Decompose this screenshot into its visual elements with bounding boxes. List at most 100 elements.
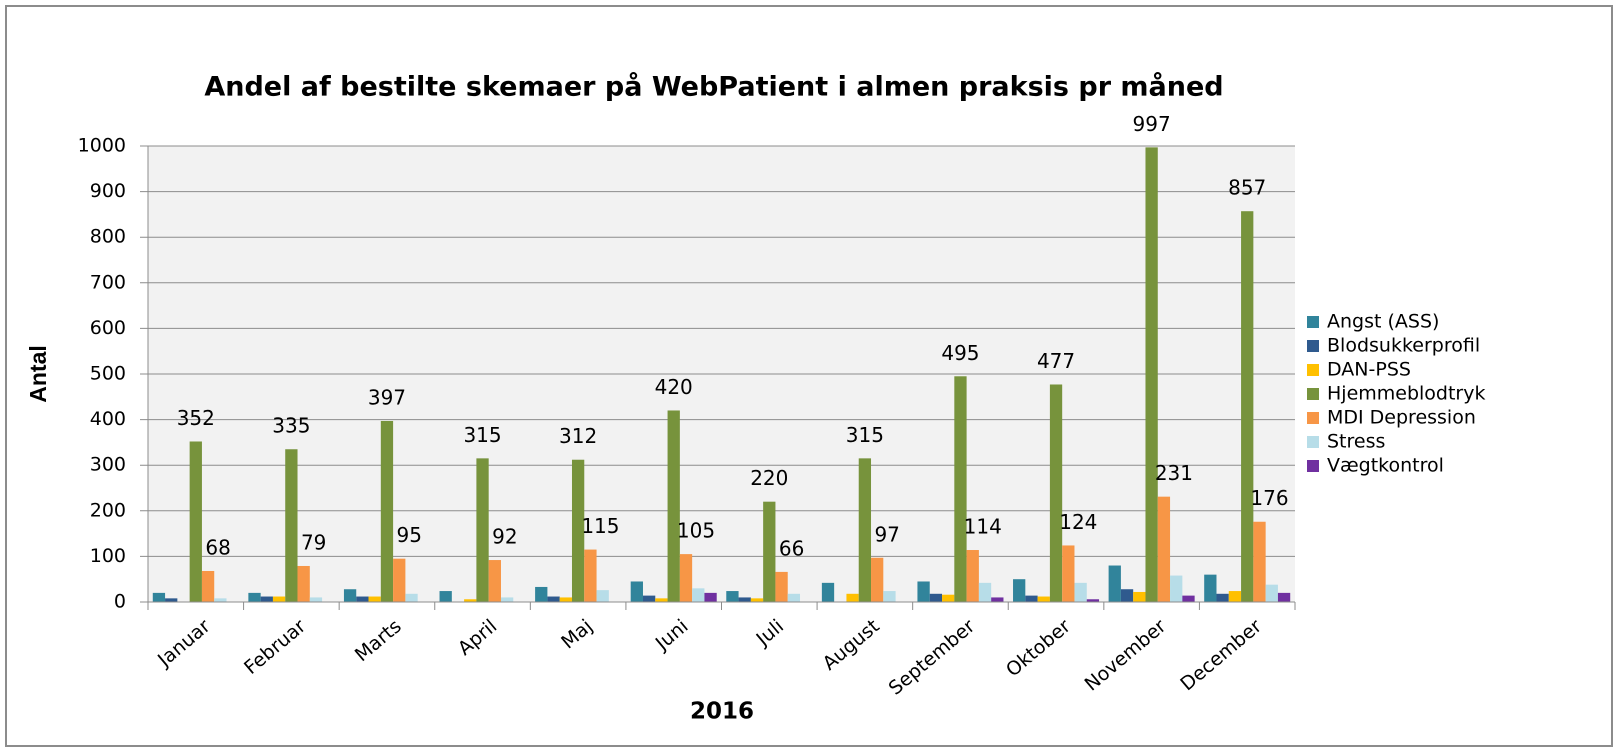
bar xyxy=(1108,565,1121,602)
bar xyxy=(630,581,643,602)
bar xyxy=(285,449,298,602)
bar xyxy=(954,376,967,602)
bar xyxy=(883,591,896,602)
bar xyxy=(775,571,788,602)
data-label: 857 xyxy=(1228,176,1266,200)
legend-label: Hjemmeblodtryk xyxy=(1327,383,1486,405)
legend-label: Angst (ASS) xyxy=(1327,311,1439,333)
bar xyxy=(535,586,548,602)
bar xyxy=(1277,592,1291,602)
legend-label: Blodsukkerprofil xyxy=(1327,335,1480,357)
data-label: 124 xyxy=(1059,510,1097,534)
bar xyxy=(500,597,514,602)
bar xyxy=(165,598,178,602)
bar xyxy=(1253,521,1266,602)
y-tick-label: 100 xyxy=(90,545,126,567)
y-tick-label: 400 xyxy=(90,408,126,430)
bar xyxy=(393,558,406,602)
legend-swatch xyxy=(1307,340,1319,352)
y-tick-label: 600 xyxy=(90,317,126,339)
bar xyxy=(1074,582,1087,602)
bar xyxy=(214,598,227,602)
y-tick-label: 300 xyxy=(90,454,126,476)
bar xyxy=(1086,599,1100,602)
bar xyxy=(704,592,717,602)
bar xyxy=(1216,593,1229,602)
data-label: 477 xyxy=(1037,349,1075,373)
bar xyxy=(1037,596,1050,602)
data-label: 79 xyxy=(301,530,326,554)
x-axis-label: 2016 xyxy=(690,699,754,725)
bar xyxy=(978,582,992,602)
data-label: 105 xyxy=(677,519,715,543)
legend-label: Stress xyxy=(1327,431,1385,453)
bar xyxy=(356,596,369,602)
bar xyxy=(596,590,609,602)
bar xyxy=(272,596,286,602)
bar xyxy=(201,570,215,602)
bar xyxy=(1013,579,1026,602)
data-label: 231 xyxy=(1155,461,1193,485)
data-label: 315 xyxy=(846,423,884,447)
bar xyxy=(584,549,597,602)
bar xyxy=(858,458,872,602)
y-tick-label: 1000 xyxy=(78,135,126,157)
bar xyxy=(692,588,705,602)
legend-label: DAN-PSS xyxy=(1327,359,1411,381)
bar xyxy=(1133,591,1146,602)
bar xyxy=(1049,384,1063,602)
bar xyxy=(476,458,489,602)
legend-swatch xyxy=(1307,436,1319,448)
bar xyxy=(787,593,801,602)
bar xyxy=(991,597,1004,602)
data-label: 315 xyxy=(463,423,501,447)
bar xyxy=(297,565,310,602)
legend-label: MDI Depression xyxy=(1327,407,1476,429)
y-tick-label: 500 xyxy=(90,363,126,385)
data-label: 66 xyxy=(779,536,804,560)
data-label: 97 xyxy=(874,522,899,546)
y-tick-label: 200 xyxy=(90,499,126,521)
data-label: 115 xyxy=(581,514,619,538)
data-label: 220 xyxy=(750,466,788,490)
bar xyxy=(1062,545,1075,602)
bar xyxy=(942,594,955,602)
data-label: 312 xyxy=(559,424,597,448)
bar xyxy=(1025,595,1038,602)
bar xyxy=(726,591,739,602)
legend-swatch xyxy=(1307,316,1319,328)
bar xyxy=(571,459,585,602)
bar xyxy=(488,560,501,602)
bar xyxy=(1170,575,1183,602)
bar xyxy=(152,592,166,602)
bar xyxy=(248,592,261,602)
bar xyxy=(260,596,273,602)
data-label: 997 xyxy=(1133,112,1171,136)
data-label: 95 xyxy=(397,523,422,547)
bar xyxy=(1120,589,1134,602)
data-label: 176 xyxy=(1250,486,1288,510)
y-axis-label: Antal xyxy=(25,345,51,403)
bar xyxy=(368,596,381,602)
data-label: 420 xyxy=(655,375,693,399)
legend-swatch xyxy=(1307,364,1319,376)
bar xyxy=(189,441,202,602)
legend-swatch xyxy=(1307,388,1319,400)
legend-swatch xyxy=(1307,460,1319,472)
bar xyxy=(642,595,656,602)
bar xyxy=(929,593,943,602)
bar xyxy=(1241,211,1254,602)
y-tick-label: 700 xyxy=(90,271,126,293)
bar xyxy=(464,599,477,602)
bar xyxy=(655,598,668,602)
bar xyxy=(821,582,835,602)
bar xyxy=(439,591,452,602)
bar xyxy=(679,554,693,602)
bar xyxy=(1157,496,1171,602)
data-label: 397 xyxy=(368,385,406,409)
bar xyxy=(547,596,560,602)
chart-title: Andel af bestilte skemaer på WebPatient … xyxy=(204,71,1223,103)
bar xyxy=(380,420,394,602)
data-label: 68 xyxy=(205,535,230,559)
